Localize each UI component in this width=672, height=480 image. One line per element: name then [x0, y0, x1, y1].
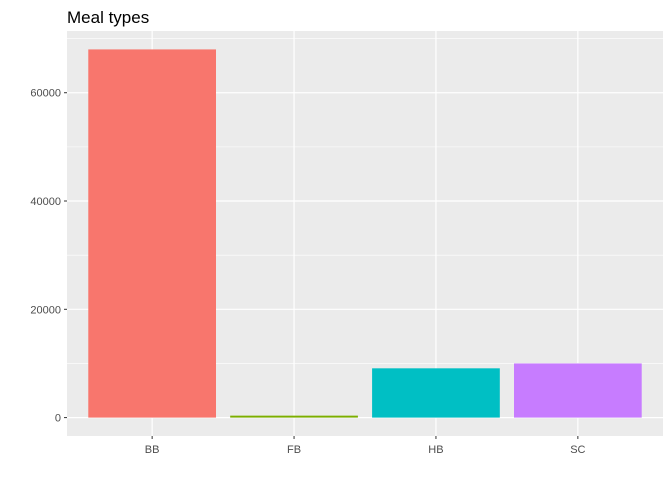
bar-bb — [88, 49, 216, 418]
bar-sc — [514, 363, 642, 418]
x-tick-label: FB — [287, 444, 301, 456]
y-tick-label: 0 — [55, 413, 61, 425]
bars — [88, 49, 642, 418]
y-tick-label: 60000 — [30, 88, 61, 100]
bar-fb — [230, 415, 358, 418]
y-tick-label: 40000 — [30, 196, 61, 208]
y-axis: 0 20000 40000 60000 — [30, 88, 67, 425]
x-tick-label: BB — [145, 444, 160, 456]
x-tick-label: HB — [428, 444, 443, 456]
bar-hb — [372, 368, 500, 418]
chart-title: Meal types — [67, 8, 149, 27]
x-axis: BB FB HB SC — [145, 436, 586, 456]
x-tick-label: SC — [570, 444, 585, 456]
y-tick-label: 20000 — [30, 304, 61, 316]
